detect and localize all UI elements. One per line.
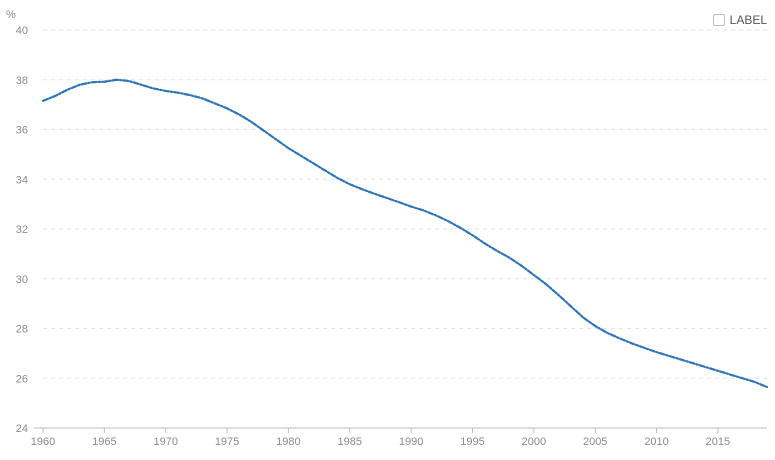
legend-checkbox[interactable] — [712, 14, 725, 26]
y-axis-unit-label: % — [6, 9, 16, 21]
y-tick-label: 28 — [16, 324, 28, 336]
series-group — [41, 78, 769, 389]
x-tick-label: 2005 — [583, 436, 607, 448]
y-tick-label: 40 — [16, 25, 28, 37]
x-tick-label: 1965 — [92, 436, 116, 448]
y-tick-label: 36 — [16, 125, 28, 137]
x-axis-tick-labels: 1960 1965 1970 1975 1980 1985 1990 1995 2000 2005… — [31, 436, 730, 448]
y-tick-label: 32 — [16, 224, 28, 236]
series-line — [41, 78, 769, 389]
x-axis — [34, 427, 767, 433]
x-tick-label: 2000 — [522, 436, 546, 448]
y-tick-label: 30 — [16, 274, 28, 286]
x-tick-label: 2010 — [644, 436, 668, 448]
x-tick-label: 1975 — [215, 436, 239, 448]
x-tick-label: 1980 — [276, 436, 300, 448]
x-tick-label: 2015 — [706, 436, 730, 448]
y-tick-label: 38 — [16, 75, 28, 87]
gridlines — [43, 29, 767, 379]
y-tick-label: 26 — [16, 373, 28, 385]
x-tick-label: 1970 — [153, 436, 177, 448]
y-tick-label: 34 — [16, 174, 28, 186]
legend-toggle[interactable]: LABEL — [712, 13, 767, 27]
x-tick-label: 1985 — [338, 436, 362, 448]
x-tick-label: 1995 — [460, 436, 484, 448]
x-tick-label: 1990 — [399, 436, 423, 448]
x-tick-label: 1960 — [31, 436, 55, 448]
legend-label: LABEL — [729, 13, 767, 27]
y-tick-label: 24 — [16, 423, 28, 435]
y-axis-tick-labels: 24 26 28 30 32 34 36 38 40 — [16, 25, 28, 435]
